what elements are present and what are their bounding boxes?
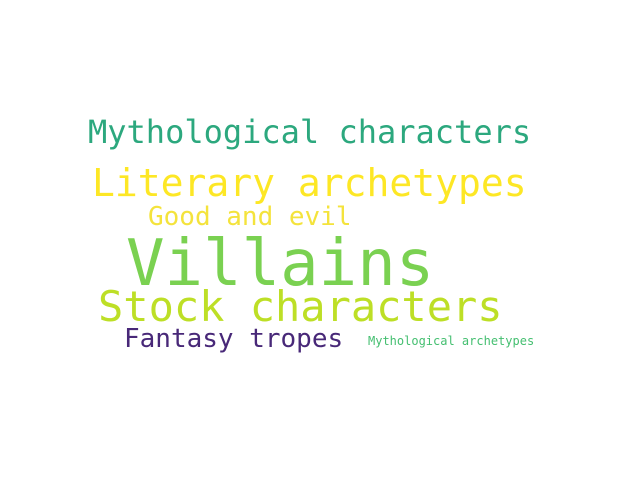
word-fantasy-tropes: Fantasy tropes — [124, 324, 344, 354]
word-stock-characters: Stock characters — [98, 282, 503, 331]
word-mythological-characters: Mythological characters — [88, 113, 532, 151]
word-good-and-evil: Good and evil — [148, 202, 352, 232]
word-villains: Villains — [126, 227, 435, 301]
word-mythological-archetypes: Mythological archetypes — [368, 334, 535, 348]
word-literary-archetypes: Literary archetypes — [92, 161, 527, 205]
